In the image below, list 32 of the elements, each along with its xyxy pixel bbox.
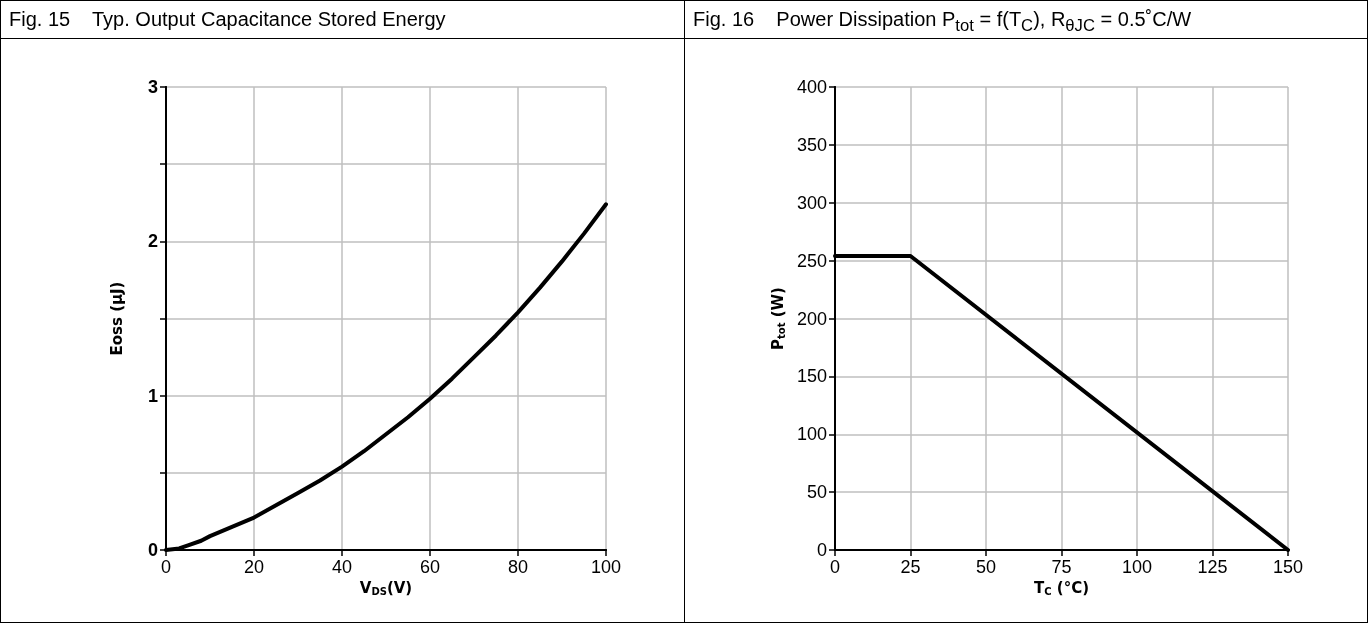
y-tick-label: 100 (796, 424, 827, 445)
x-tick-label: 25 (900, 557, 921, 577)
x-tick-label: 80 (507, 557, 529, 577)
x-tick-label: 40 (331, 557, 353, 577)
y-tick-label: 250 (796, 250, 827, 271)
x-tick-label: 50 (975, 557, 997, 577)
y-tick-label: 0 (147, 540, 158, 560)
y-tick-label: 1 (147, 385, 158, 406)
y-tick-label: 3 (147, 77, 158, 97)
x-tick-label: 100 (590, 557, 622, 577)
x-axis-title: VDS(V) (359, 579, 413, 598)
y-tick-label: 50 (806, 482, 827, 503)
y-tick-label: 150 (796, 366, 827, 387)
x-tick-label: 0 (160, 557, 172, 577)
chart-title: Fig. 15 Typ. Output Capacitance Stored Energy (1, 1, 684, 39)
x-tick-label: 100 (1121, 557, 1153, 577)
x-tick-label: 150 (1272, 557, 1304, 577)
y-tick-label: 200 (796, 308, 827, 329)
y-tick-label: 0 (816, 540, 827, 560)
y-tick-label: 2 (147, 231, 158, 252)
x-tick-label: 20 (243, 557, 265, 577)
x-tick-label: 75 (1051, 557, 1072, 577)
y-axis-title: Eoss (µJ) (107, 281, 126, 356)
chart-title: Fig. 16 Power Dissipation P$_{tot}$ = f(T$_{C}$), R$_{θJC}$ = 0.5˚C/W (685, 1, 1368, 39)
x-tick-label: 125 (1197, 557, 1228, 577)
y-axis-title: Ptot (W) (769, 287, 788, 350)
x-tick-label: 0 (829, 557, 841, 577)
y-tick-label: 350 (796, 134, 827, 155)
x-tick-label: 60 (419, 557, 441, 577)
y-tick-label: 400 (796, 77, 827, 97)
y-tick-label: 300 (796, 192, 827, 213)
x-axis-title: TC (°C) (1033, 579, 1090, 598)
